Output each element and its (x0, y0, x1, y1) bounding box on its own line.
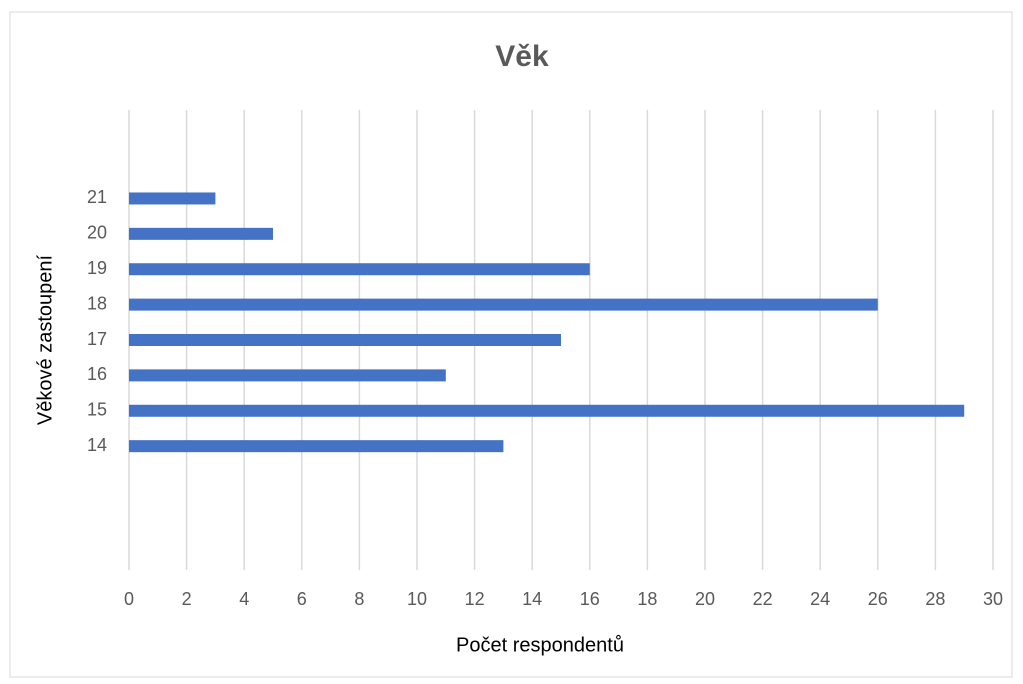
y-tick-label: 18 (87, 293, 107, 313)
bar (129, 298, 878, 311)
bar (129, 404, 965, 417)
bar (129, 369, 446, 382)
x-tick-label: 24 (810, 589, 830, 609)
y-axis-label: Věkové zastoupení (34, 255, 56, 426)
x-tick-label: 2 (182, 589, 192, 609)
x-tick-label: 28 (925, 589, 945, 609)
x-tick-label: 26 (868, 589, 888, 609)
x-tick-label: 22 (753, 589, 773, 609)
x-tick-label: 0 (124, 589, 134, 609)
x-tick-label: 4 (239, 589, 249, 609)
bar (129, 334, 561, 346)
x-tick-label: 16 (580, 589, 600, 609)
x-tick-label: 18 (637, 589, 657, 609)
x-tick-label: 30 (983, 589, 1003, 609)
x-tick-label: 20 (695, 589, 715, 609)
x-tick-label: 10 (407, 589, 427, 609)
x-tick-label: 12 (465, 589, 485, 609)
y-tick-label: 15 (87, 400, 107, 420)
bar (129, 440, 504, 453)
bar (129, 192, 216, 205)
bar (129, 263, 590, 276)
y-tick-label: 19 (87, 258, 107, 278)
y-tick-label: 20 (87, 223, 107, 243)
x-axis-label: Počet respondentů (456, 634, 624, 656)
y-tick-label: 21 (87, 187, 107, 207)
x-tick-label: 8 (354, 589, 364, 609)
x-tick-label: 14 (522, 589, 542, 609)
x-tick-label: 6 (297, 589, 307, 609)
chart-title: Věk (495, 40, 549, 73)
y-tick-label: 17 (87, 329, 107, 349)
y-tick-label: 14 (87, 435, 107, 455)
y-tick-label: 16 (87, 364, 107, 384)
bar (129, 227, 273, 240)
